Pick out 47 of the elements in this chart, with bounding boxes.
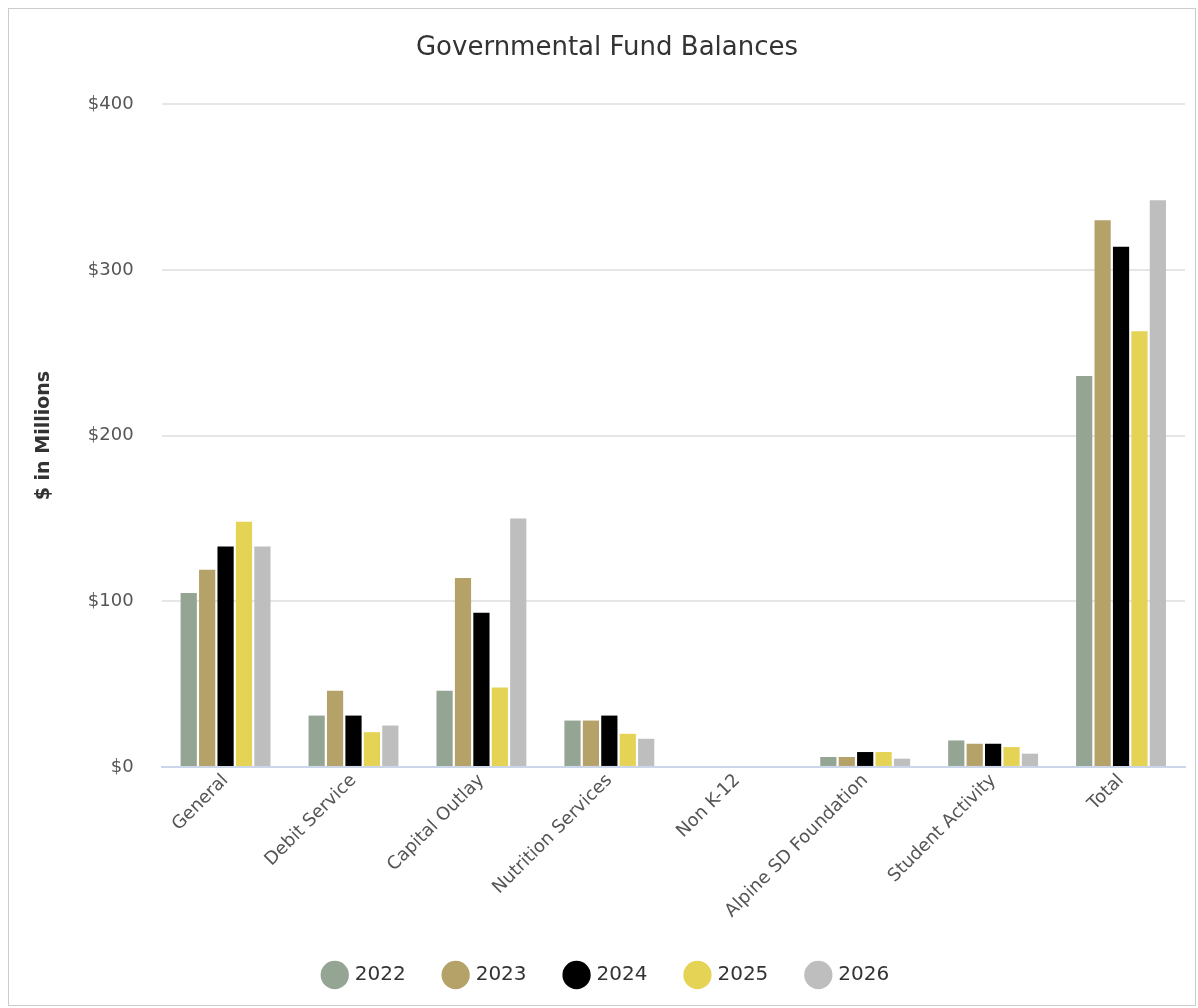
bar <box>454 578 472 766</box>
legend-label: 2022 <box>354 961 406 986</box>
legend-label: 2024 <box>596 961 648 986</box>
bar <box>1149 200 1166 766</box>
bar <box>985 743 1002 766</box>
bar <box>491 687 508 766</box>
bar <box>619 733 636 766</box>
bar <box>436 690 453 766</box>
y-tick-label: $100 <box>87 588 134 610</box>
bar <box>564 720 581 766</box>
bar <box>382 725 399 766</box>
bar <box>582 720 600 766</box>
legend-label: 2023 <box>475 961 527 986</box>
legend-label: 2026 <box>838 961 890 986</box>
bar <box>857 752 874 766</box>
bar <box>254 546 271 766</box>
bar <box>948 740 965 766</box>
legend-label: 2025 <box>717 961 769 986</box>
bar <box>510 518 527 766</box>
bar <box>1131 331 1148 766</box>
bar <box>1003 747 1020 766</box>
bar <box>363 732 381 766</box>
bar <box>180 592 197 766</box>
bar <box>345 715 362 766</box>
bar <box>893 758 911 766</box>
bar <box>1112 246 1130 766</box>
y-tick-label: $0 <box>110 754 134 776</box>
bar <box>217 546 234 766</box>
bar <box>308 715 325 766</box>
chart-title: Governmental Fund Balances <box>415 31 799 62</box>
y-axis-title: $ in Millions <box>31 370 54 501</box>
bar <box>875 752 892 766</box>
bar <box>199 569 216 766</box>
bar <box>326 690 344 766</box>
bar <box>1021 753 1039 766</box>
bar <box>473 612 490 766</box>
bar <box>966 743 983 766</box>
bar <box>838 757 855 766</box>
bar <box>601 715 618 766</box>
bar <box>1094 220 1111 766</box>
y-tick-label: $400 <box>87 91 134 113</box>
y-tick-label: $200 <box>87 423 134 445</box>
bar <box>638 738 655 766</box>
bar <box>820 757 837 766</box>
bar <box>1076 375 1093 766</box>
y-tick-label: $300 <box>87 257 134 279</box>
bar <box>235 521 253 766</box>
